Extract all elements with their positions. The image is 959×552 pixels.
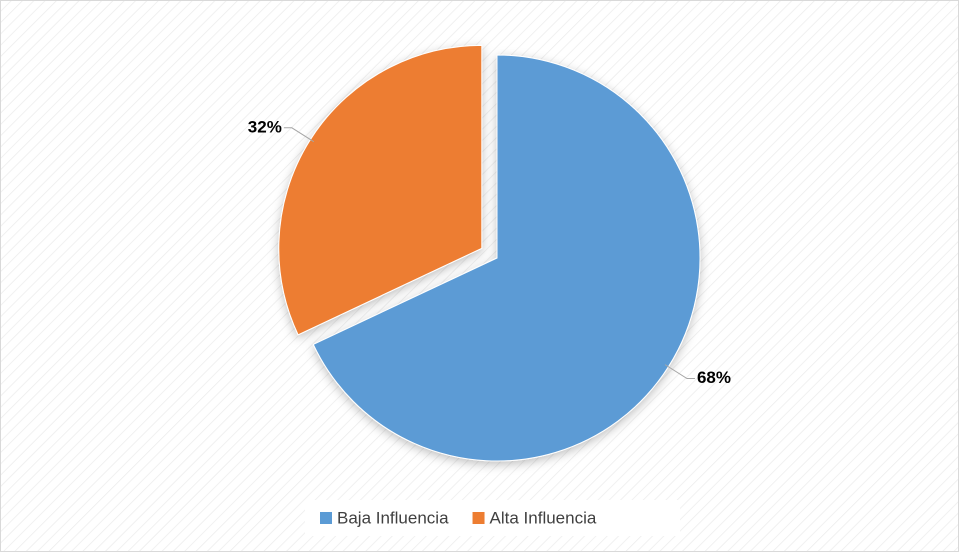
legend-box [305, 500, 680, 536]
leader-line [664, 364, 695, 380]
legend-label: Alta Influencia [490, 508, 597, 527]
legend-swatch [320, 512, 332, 524]
data-label: 68% [697, 368, 731, 387]
legend-label: Baja Influencia [337, 508, 449, 527]
legend: Baja Influencia Alta Influencia [320, 508, 597, 527]
legend-swatch [472, 512, 485, 524]
leader-line [283, 127, 315, 143]
data-labels: 68% 32% [248, 117, 731, 387]
pie [278, 44, 701, 462]
data-label: 32% [248, 117, 282, 136]
